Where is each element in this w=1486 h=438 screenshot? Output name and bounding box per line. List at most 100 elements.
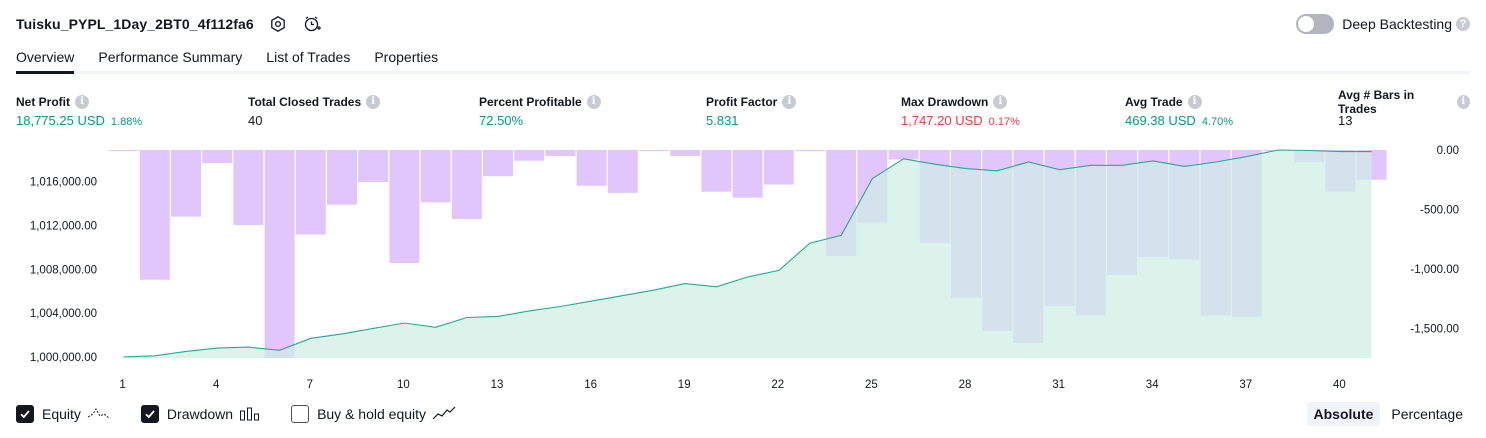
stat-label: Net Profit [16,94,70,109]
tab-overview[interactable]: Overview [16,44,75,74]
x-axis-tick: 7 [307,379,313,391]
drawdown-bars-icon [239,406,261,422]
tab-bar: Overview Performance Summary List of Tra… [16,44,1470,74]
drawdown-bar [483,150,513,177]
header: Tuisku_PYPL_1Day_2BT0_4f112fa6 [16,12,322,36]
info-icon[interactable]: i [75,94,89,109]
drawdown-bar [233,150,264,225]
help-icon[interactable]: ? [1456,17,1470,31]
equity-line-icon [87,406,111,422]
stat-label: Avg Trade [1125,94,1183,109]
right-axis-tick: -1,500.00 [1410,324,1459,336]
buy-hold-label: Buy & hold equity [317,406,427,422]
percentage-button[interactable]: Percentage [1391,406,1463,422]
checkbox-checked[interactable] [140,405,159,423]
tab-label: Overview [16,49,75,65]
right-axis-labels: 0.00 -500.00 -1,000.00 -1,500.00 [1410,145,1459,336]
right-axis-tick: 0.00 [1437,145,1459,157]
drawdown-bar [607,150,638,193]
drawdown-bar [264,150,295,358]
stat-percent: 0.17% [988,116,1020,128]
left-axis-tick: 1,012,000.00 [30,221,97,233]
drawdown-bar [888,150,919,160]
equity-checkbox[interactable]: Equity [16,405,111,423]
right-axis-tick: -1,000.00 [1410,264,1459,276]
x-axis-tick: 31 [1052,379,1065,391]
deep-backtesting-control: Deep Backtesting ? [1296,12,1470,36]
tab-properties[interactable]: Properties [374,44,438,71]
checkbox-unchecked[interactable] [291,405,310,423]
stat-percent: 4.70% [1201,116,1234,128]
drawdown-checkbox[interactable]: Drawdown [140,405,261,423]
info-icon[interactable]: i [993,94,1008,109]
left-axis-labels: 1,000,000.00 1,004,000.00 1,008,000.00 1,01… [30,177,97,364]
stat-value: 18,775.25 USD [16,113,105,128]
absolute-button[interactable]: Absolute [1306,402,1381,426]
info-icon[interactable]: i [366,94,381,109]
buy-hold-line-icon [432,406,456,422]
equity-fill [123,150,1372,358]
tab-list-of-trades[interactable]: List of Trades [266,44,350,71]
add-alert-clock-icon[interactable] [302,14,322,34]
left-axis-tick: 1,000,000.00 [30,352,97,364]
x-axis-tick: 37 [1239,379,1252,391]
drawdown-bar [545,150,576,156]
drawdown-bar [358,150,389,183]
stat-value: 1,747.20 USD [901,113,983,128]
left-axis-tick: 1,004,000.00 [30,308,97,320]
stat-profit-factor: Profit Factor i 5.831 [706,94,797,128]
drawdown-bar [139,150,170,280]
tab-label: Performance Summary [98,49,243,65]
stat-value: 40 [248,113,263,128]
drawdown-bar [295,150,326,235]
tab-label: Properties [374,49,439,65]
drawdown-bar [514,150,545,161]
stat-value: 5.831 [706,113,739,128]
drawdown-bar [327,150,357,205]
deep-backtesting-toggle[interactable] [1296,14,1335,34]
chart-legend: Equity Drawdown Buy & hold equity Absolu… [16,402,1470,426]
drawdown-bar [763,150,794,185]
buy-hold-checkbox[interactable]: Buy & hold equity [291,405,456,423]
stat-value: 72.50% [479,113,524,128]
strategy-title: Tuisku_PYPL_1Day_2BT0_4f112fa6 [16,16,254,32]
stat-avg-bars: Avg # Bars in Trades i 13 [1338,88,1470,128]
drawdown-bar [639,150,669,151]
stat-value: 13 [1338,113,1353,128]
x-axis-tick: 1 [119,379,125,391]
drawdown-bar [670,150,701,156]
settings-gear-icon[interactable] [268,14,288,34]
info-icon[interactable]: i [1456,94,1470,109]
info-icon[interactable]: i [782,94,797,109]
stat-value: 469.38 USD [1125,113,1196,128]
x-axis-labels: 1 4 7 10 13 16 19 22 25 28 31 34 37 40 [119,379,1345,391]
drawdown-bar [108,150,139,151]
stat-avg-trade: Avg Trade i 469.38 USD 4.70% [1125,94,1233,128]
x-axis-tick: 19 [678,379,691,391]
x-axis-tick: 4 [213,379,220,391]
x-axis-tick: 13 [491,379,504,391]
drawdown-bar [420,150,451,203]
stat-label: Total Closed Trades [248,94,362,109]
drawdown-bar [389,150,420,264]
tab-performance-summary[interactable]: Performance Summary [98,44,242,71]
stat-max-drawdown: Max Drawdown i 1,747.20 USD 0.17% [901,94,1020,128]
equity-drawdown-chart[interactable]: 1,000,000.00 1,004,000.00 1,008,000.00 1,01… [0,136,1486,398]
info-icon[interactable]: i [1187,94,1202,109]
tab-label: List of Trades [266,49,351,65]
stat-percent-profitable: Percent Profitable i 72.50% [479,94,601,128]
drawdown-bar [701,150,732,192]
equity-label: Equity [42,406,81,422]
stats-row: Net Profit i 18,775.25 USD 1.88% Total Clo… [16,88,1470,130]
drawdown-bar [576,150,607,186]
info-icon[interactable]: i [586,94,601,109]
drawdown-bar [795,150,825,152]
equity-area [123,149,1372,358]
checkbox-checked[interactable] [16,405,34,423]
drawdown-bar [202,150,233,164]
drawdown-bar [171,150,201,217]
x-axis-tick: 10 [397,379,410,391]
left-axis-tick: 1,016,000.00 [30,177,97,189]
x-axis-tick: 34 [1146,379,1159,391]
stat-percent: 1.88% [110,116,143,128]
